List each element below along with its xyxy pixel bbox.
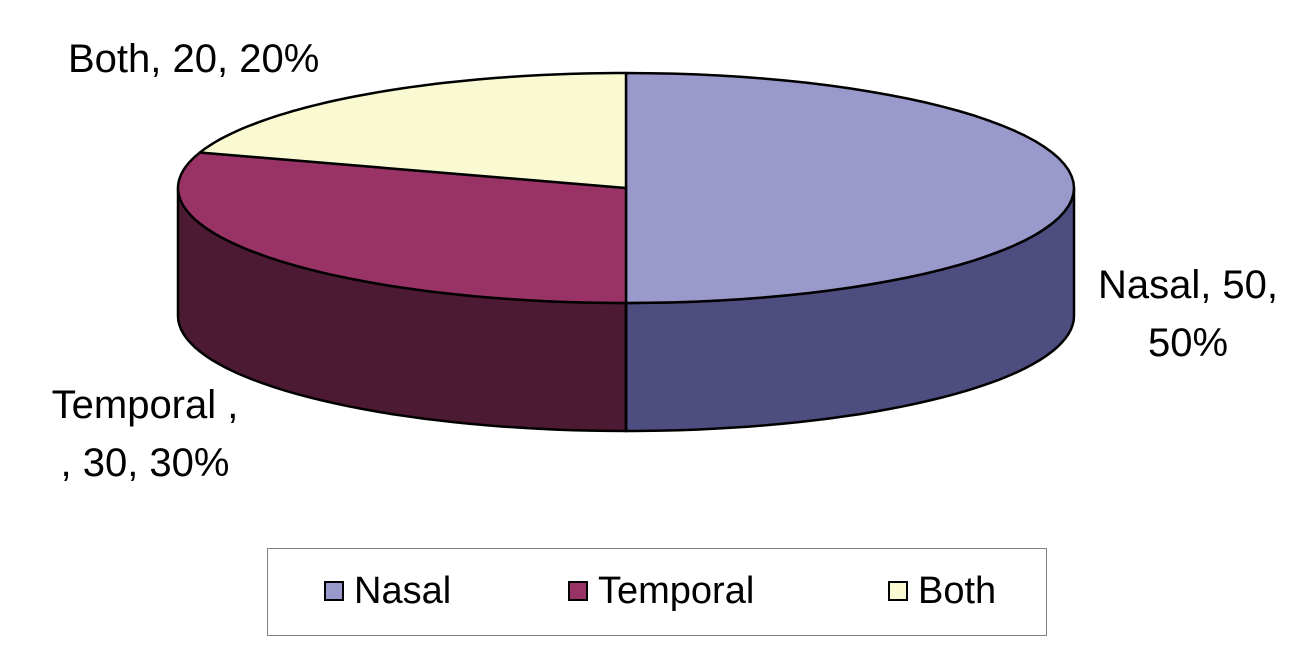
- legend-label-both: Both: [918, 569, 997, 612]
- legend-swatch-nasal: [324, 581, 344, 601]
- legend-label-nasal: Nasal: [354, 569, 452, 612]
- data-label-temporal-line-2: , 30, 30%: [60, 441, 230, 485]
- data-label-both-line-1: Both, 20, 20%: [68, 37, 320, 81]
- chart-legend: Nasal Temporal Both: [267, 548, 1047, 636]
- data-label-nasal: Nasal, 50, 50%: [1088, 256, 1288, 372]
- data-label-nasal-line-1: Nasal, 50,: [1097, 263, 1279, 307]
- data-label-both: Both, 20, 20%: [68, 30, 319, 88]
- legend-item-temporal: Temporal: [568, 569, 754, 613]
- data-label-temporal-line-1: Temporal ,: [51, 383, 239, 427]
- legend-item-nasal: Nasal: [324, 569, 451, 613]
- data-label-nasal-line-2: 50%: [1147, 321, 1229, 365]
- pie-slice-nasal: [624, 71, 1076, 305]
- legend-swatch-temporal: [568, 581, 588, 601]
- data-label-temporal: Temporal , , 30, 30%: [30, 376, 260, 492]
- pie-slice-both: [198, 71, 628, 190]
- legend-item-both: Both: [888, 569, 996, 613]
- legend-label-temporal: Temporal: [598, 569, 755, 612]
- pie-slice-temporal: [176, 151, 628, 305]
- legend-swatch-both: [888, 581, 908, 601]
